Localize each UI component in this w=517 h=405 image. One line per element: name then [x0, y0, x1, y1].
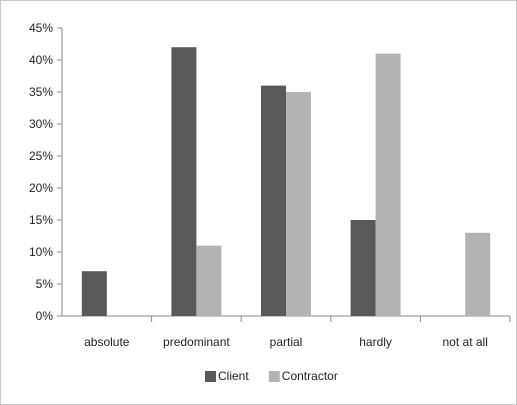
y-tick-label: 15%: [29, 213, 53, 227]
x-tick-label: not at all: [443, 335, 488, 349]
bar-contractor-predominant: [196, 245, 222, 316]
x-tick-label: predominant: [163, 335, 230, 349]
legend-swatch-contractor: [268, 371, 280, 382]
legend-swatch-client: [205, 371, 216, 382]
bar-client-predominant: [171, 47, 197, 316]
y-tick-label: 0%: [36, 309, 54, 323]
y-tick-label: 25%: [29, 149, 53, 163]
y-tick-label: 35%: [29, 85, 53, 99]
y-tick-label: 20%: [29, 181, 53, 195]
x-tick-label: hardly: [359, 335, 392, 349]
bar-client-hardly: [350, 220, 376, 316]
bar-contractor-not-at-all: [465, 232, 491, 316]
bar-client-partial: [261, 85, 286, 316]
legend: Client Contractor: [205, 369, 338, 383]
bar-client-absolute: [81, 271, 107, 316]
y-tick-label: 30%: [29, 117, 53, 131]
bar-contractor-hardly: [375, 53, 401, 316]
y-tick-label: 10%: [29, 245, 53, 259]
y-tick-label: 40%: [29, 53, 53, 67]
legend-label-client: Client: [218, 369, 249, 383]
plot-area: 0% 5% 10% 15% 20% 25% 30% 35% 40% 45% absolute pred…: [29, 21, 511, 349]
y-tick-label: 45%: [29, 21, 53, 35]
x-tick-label: absolute: [84, 335, 130, 349]
bar-contractor-partial: [286, 92, 311, 316]
y-tick-label: 5%: [36, 277, 54, 291]
legend-label-contractor: Contractor: [282, 369, 338, 383]
x-tick-label: partial: [270, 335, 303, 349]
